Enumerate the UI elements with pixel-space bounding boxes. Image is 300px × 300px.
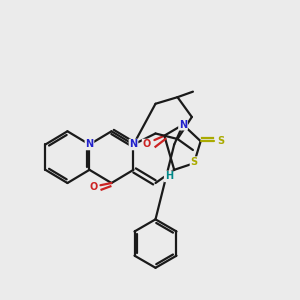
Text: N: N [179,120,187,130]
Text: N: N [85,140,94,149]
Text: O: O [142,140,151,149]
Text: S: S [217,136,224,146]
Text: N: N [129,140,138,149]
Text: O: O [90,182,98,192]
Text: S: S [190,157,198,167]
Text: H: H [165,171,173,182]
